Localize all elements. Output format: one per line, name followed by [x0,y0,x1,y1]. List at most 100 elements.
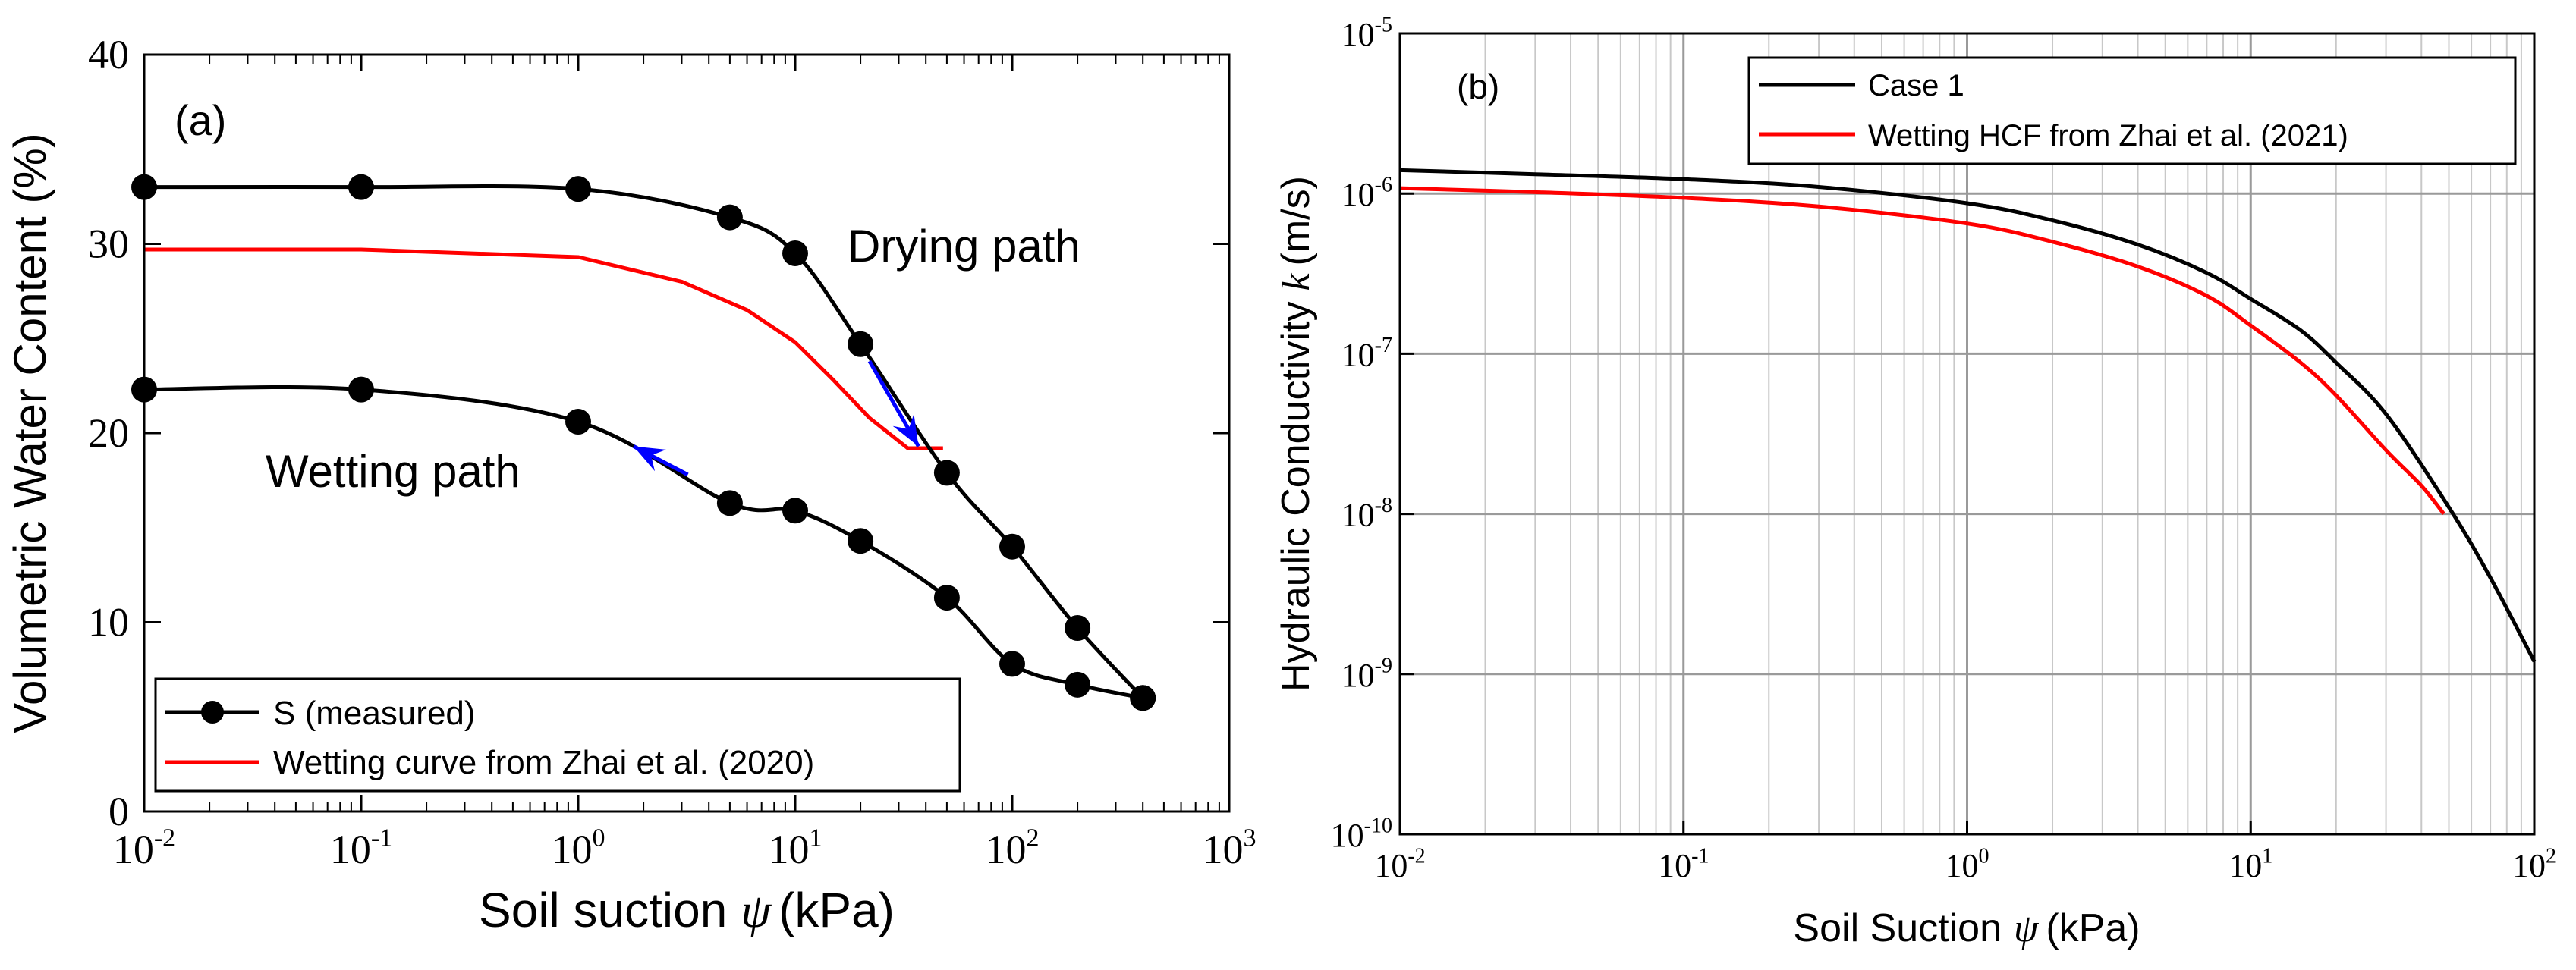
panel-a-ytick-label: 30 [88,221,129,267]
panel-a-xtick-label-exponent: 0 [593,824,605,852]
drying-direction-arrow-head [892,413,919,447]
panel-b-xlabel-unit: (kPa) [2046,906,2140,950]
panel-a-xlabel-text: Soil suction [479,883,727,937]
panel-a-legend: S (measured) Wetting curve from Zhai et … [154,677,961,793]
panel-a-xtick-label-base: 10 [986,827,1027,872]
measured-wetting-point-2 [999,651,1025,677]
panel-b-xlabel: Soil Suction ψ (kPa) [1793,906,2140,950]
legend-label-case1: Case 1 [1868,69,1964,102]
panel-b-xtick-label-exponent: -2 [1408,845,1425,868]
panel-b-ytick-label: 10-6 [1341,174,1392,213]
measured-drying-point-2 [565,176,591,202]
measured-drying-point-5 [848,331,874,357]
measured-wetting-line [143,385,1143,700]
measured-drying-point-3 [716,204,743,231]
panel-b-ytick-label-base: 10 [1341,497,1375,534]
panel-b-ytick-label-exponent: -7 [1375,334,1392,357]
panel-a-ytick-label: 0 [109,789,129,834]
panel-b-xtick-label-base: 10 [2512,847,2546,884]
panel-b-xtick-label: 10-2 [1374,845,1425,884]
panel-a-xtick-label-exponent: -2 [154,824,175,852]
panel-b-ytick-label: 10-5 [1341,14,1392,53]
panel-a-xtick-label-exponent: 3 [1244,824,1257,852]
measured-wetting-point-1 [1065,671,1091,698]
panel-a-ytick-label: 20 [88,410,129,456]
measured-wetting-point-6 [716,490,743,516]
panel-b-ytick-label-base: 10 [1341,176,1375,213]
panel-a-xlabel-symbol: ψ [741,884,772,937]
panel-a-ytick-label: 10 [88,600,129,645]
panel-b-xtick-label-base: 10 [1945,847,1979,884]
panel-b-ticks: 10-2 10-1 100 101 10210-1010-910-810-710-610… [1331,14,2556,884]
panel-a-xtick-label-base: 10 [330,827,371,872]
panel-a-xlabel: Soil suction ψ (kPa) [479,883,895,937]
panel-b: 10-2 10-1 100 101 10210-1010-910-810-710-610… [1274,14,2556,950]
measured-wetting-point-8 [348,376,374,403]
zhai2020-wetting-curve [144,247,943,450]
measured-wetting-point-7 [565,409,591,435]
drying-path-annotation: Drying path [848,221,1080,272]
panel-b-ytick-label-base: 10 [1341,657,1375,694]
panel-b-xtick-label-exponent: -1 [1691,845,1709,868]
legend-swatch-measured-marker [201,701,224,724]
panel-b-ytick-label-exponent: -10 [1364,815,1392,838]
panel-b-xlabel-symbol: ψ [2014,907,2040,950]
panel-b-ytick-label-base: 10 [1331,817,1364,854]
zhai2021-wetting-hcf-line [1399,186,2445,516]
measured-drying-line [143,184,1145,700]
panel-b-xtick-label-exponent: 2 [2546,845,2556,868]
panel-a-ytick-label: 40 [88,32,129,77]
panel-b-grid [1400,33,2534,834]
panel-b-ytick-label: 10-7 [1341,334,1392,373]
legend-label-zhai2020: Wetting curve from Zhai et al. (2020) [273,744,814,781]
panel-a-xtick-label-exponent: -1 [371,824,392,852]
panel-b-ytick-label: 10-9 [1341,654,1392,693]
legend-label-measured: S (measured) [273,695,476,732]
panel-b-ytick-label-exponent: -9 [1375,654,1392,677]
panel-a-xtick-label-base: 10 [769,827,810,872]
panel-b-ytick-label-exponent: -8 [1375,494,1392,517]
panel-a-xtick-label: 10-1 [330,824,392,872]
panel-a-xtick-label-base: 10 [552,827,593,872]
panel-b-series [1399,168,2537,663]
panel-b-ylabel: Hydraulic Conductivity k (m/s) [1274,176,1318,692]
measured-wetting-point-3 [933,585,960,611]
panel-b-xtick-label: 101 [2228,845,2272,884]
panel-b-ytick-label: 10-10 [1331,815,1392,854]
panel-b-ylabel-unit: (m/s) [1274,176,1318,265]
panel-b-xlabel-text: Soil Suction [1793,906,2002,950]
panel-b-ytick-label-base: 10 [1341,16,1375,53]
measured-wetting-point-5 [782,498,808,524]
panel-b-legend: Case 1 Wetting HCF from Zhai et al. (202… [1747,56,2517,165]
panel-a-xtick-label: 101 [769,824,822,872]
measured-wetting-point-4 [848,528,874,554]
panel-a-xtick-label-base: 10 [1203,827,1244,872]
measured-drying-point-8 [1065,614,1091,641]
panel-b-ylabel-text: Hydraulic Conductivity [1274,302,1318,692]
legend-label-zhai2021: Wetting HCF from Zhai et al. (2021) [1868,119,2348,152]
panel-a-xtick-label: 10-2 [113,824,175,872]
panel-b-xtick-label: 10-1 [1658,845,1709,884]
panel-b-ytick-label-base: 10 [1341,336,1375,373]
wetting-path-annotation: Wetting path [266,446,521,497]
panel-b-xtick-label: 100 [1945,845,1989,884]
wetting-direction-arrow-head [634,446,666,472]
measured-drying-point-6 [933,460,960,486]
panel-a-xtick-label: 102 [986,824,1040,872]
panel-b-label: (b) [1457,67,1499,106]
measured-drying-point-4 [782,240,808,266]
measured-wetting-point-0 [1130,685,1156,711]
panel-a-xtick-label-exponent: 1 [810,824,822,852]
panel-b-ytick-label-exponent: -5 [1375,14,1392,37]
panel-b-xtick-label-base: 10 [1658,847,1691,884]
panel-b-xtick-label-base: 10 [2228,847,2262,884]
panel-a-legend-box [154,677,961,793]
panel-b-xtick-label-base: 10 [1374,847,1408,884]
panel-a-xlabel-unit: (kPa) [778,883,895,937]
panel-a-series [131,174,1156,711]
panel-b-xtick-label: 102 [2512,845,2556,884]
case1-hcf-line [1399,168,2537,663]
panel-b-legend-box [1747,56,2517,165]
